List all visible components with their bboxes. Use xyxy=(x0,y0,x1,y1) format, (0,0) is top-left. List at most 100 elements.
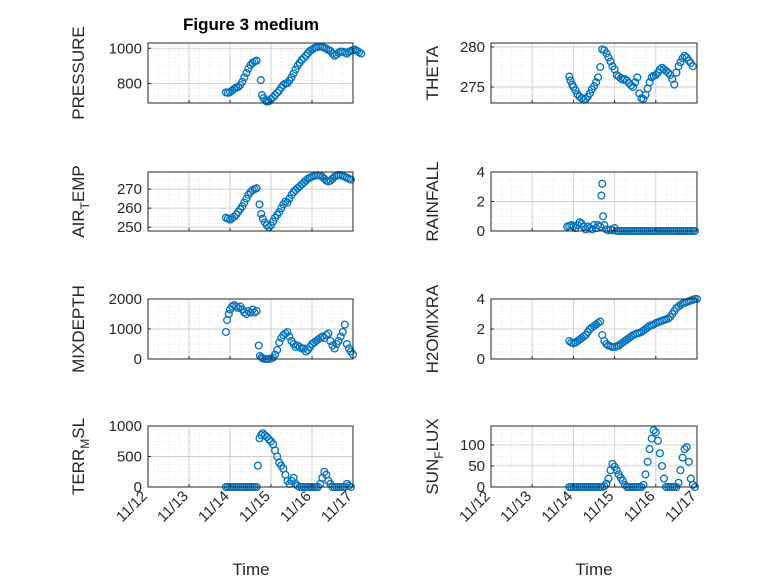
theta-point xyxy=(602,49,611,58)
theta-point xyxy=(688,62,697,71)
sun_flux-xtick-label: 11/15 xyxy=(580,488,618,526)
theta-point xyxy=(629,82,638,92)
air_temp-point xyxy=(283,198,292,207)
pressure-ytick-label: 1000 xyxy=(109,40,142,57)
sun_flux-point xyxy=(688,480,697,489)
left-xlabel: Time xyxy=(232,560,269,579)
rainfall-point xyxy=(600,221,609,230)
theta-point xyxy=(592,78,601,87)
terr_msl-point xyxy=(262,432,271,442)
rainfall-point xyxy=(598,179,607,188)
mixdepth-point xyxy=(342,339,351,349)
air_temp-point xyxy=(257,209,266,218)
pressure-point xyxy=(269,93,278,102)
rainfall-point xyxy=(599,212,608,221)
theta-point xyxy=(594,73,603,82)
sun_flux-xtick-label: 11/13 xyxy=(497,488,535,526)
theta-point xyxy=(596,62,605,72)
rainfall-ytick-label: 2 xyxy=(477,194,485,211)
rainfall-ytick-label: 0 xyxy=(477,223,485,240)
mixdepth-ytick-label: 0 xyxy=(134,351,142,368)
terr_msl-ylabel: TERRMSL xyxy=(69,418,92,495)
mixdepth-series xyxy=(221,300,358,364)
subplot-theta: 275 280 THETA xyxy=(423,39,698,104)
theta-point xyxy=(670,80,679,89)
terr_msl-ytick-label: 500 xyxy=(117,449,142,466)
h2omixra-point xyxy=(664,314,673,323)
h2omixra-ytick-label: 4 xyxy=(477,291,485,308)
sun_flux-point xyxy=(651,428,660,437)
mixdepth-ylabel: MIXDEPTH xyxy=(69,285,88,373)
pressure-point xyxy=(322,44,331,53)
mixdepth-point xyxy=(336,332,345,341)
h2omixra-ytick-label: 0 xyxy=(477,351,485,368)
mixdepth-point xyxy=(275,338,284,347)
pressure-point xyxy=(230,84,239,93)
air_temp-point xyxy=(230,212,239,221)
theta-point xyxy=(651,70,660,80)
mixdepth-point xyxy=(338,327,347,337)
sun_flux-ytick-label: 50 xyxy=(468,458,485,475)
mixdepth-point xyxy=(252,306,261,316)
theta-point xyxy=(585,89,594,98)
sun_flux-point xyxy=(680,445,689,454)
mixdepth-ytick-label: 1000 xyxy=(109,321,142,338)
h2omixra-point xyxy=(594,318,603,328)
pressure-point xyxy=(240,73,249,82)
sun_flux-point xyxy=(612,466,621,475)
h2omixra-point xyxy=(579,332,588,341)
pressure-point xyxy=(357,49,366,58)
theta-ytick-label: 280 xyxy=(460,39,485,56)
terr_msl-xtick-label: 11/15 xyxy=(236,488,274,526)
h2omixra-ylabel: H2OMIXRA xyxy=(423,284,442,373)
h2omixra-ytick-label: 2 xyxy=(477,321,485,338)
air_temp-ytick-label: 250 xyxy=(117,219,142,236)
mixdepth-ytick-label: 2000 xyxy=(109,291,142,308)
subplot-h2omixra: 0 2 4 H2OMIXRA xyxy=(423,284,702,373)
mixdepth-point xyxy=(326,336,335,346)
pressure-point xyxy=(279,80,288,90)
air_temp-point xyxy=(252,184,261,193)
pressure-point xyxy=(238,77,247,86)
terr_msl-ytick-label: 1000 xyxy=(109,418,142,435)
h2omixra-series xyxy=(565,294,702,352)
pressure-point xyxy=(355,48,364,57)
terr_msl-point xyxy=(260,431,269,440)
mixdepth-point xyxy=(273,345,282,355)
sun_flux-point xyxy=(604,474,613,483)
subplot-sun_flux: 0 50 100 11/12 11/13 11/14 11/15 11/16 11/17 SUNF… xyxy=(423,418,700,525)
pressure-point xyxy=(248,58,257,67)
pressure-point xyxy=(287,73,296,82)
mixdepth-point xyxy=(224,309,233,319)
rainfall-point xyxy=(597,191,606,200)
pressure-point xyxy=(261,96,270,105)
terr_msl-xtick-label: 11/12 xyxy=(113,488,151,526)
sun_flux-ytick-label: 100 xyxy=(460,437,485,454)
theta-point xyxy=(647,73,656,82)
pressure-point xyxy=(291,65,300,74)
rainfall-ylabel: RAINFALL xyxy=(423,161,442,241)
pressure-axes-box xyxy=(147,42,354,104)
right-xlabel: Time xyxy=(575,560,612,579)
theta-point xyxy=(571,86,580,95)
pressure-point xyxy=(256,76,265,85)
h2omixra-point xyxy=(676,300,685,310)
theta-point xyxy=(684,56,693,65)
subplot-terr_msl: 0 500 1000 11/12 11/13 11/14 11/15 11/16 11/17 TE… xyxy=(69,418,356,526)
sun_flux-point xyxy=(684,457,693,466)
theta-point xyxy=(589,82,599,91)
air_temp-point xyxy=(240,198,249,207)
theta-point xyxy=(604,53,613,62)
theta-point xyxy=(565,72,574,81)
pressure-ytick-label: 800 xyxy=(117,76,142,93)
mixdepth-point xyxy=(234,303,243,313)
subplot-mixdepth: 0 1000 2000 MIXDEPTH xyxy=(69,285,358,373)
theta-point xyxy=(573,90,582,99)
rainfall-ytick-label: 4 xyxy=(477,164,485,181)
pressure-point xyxy=(252,56,261,65)
mixdepth-point xyxy=(340,320,349,329)
pressure-point xyxy=(301,51,310,60)
mixdepth-point xyxy=(250,308,259,317)
air_temp-point xyxy=(346,175,355,184)
sun_flux-point xyxy=(674,478,683,487)
